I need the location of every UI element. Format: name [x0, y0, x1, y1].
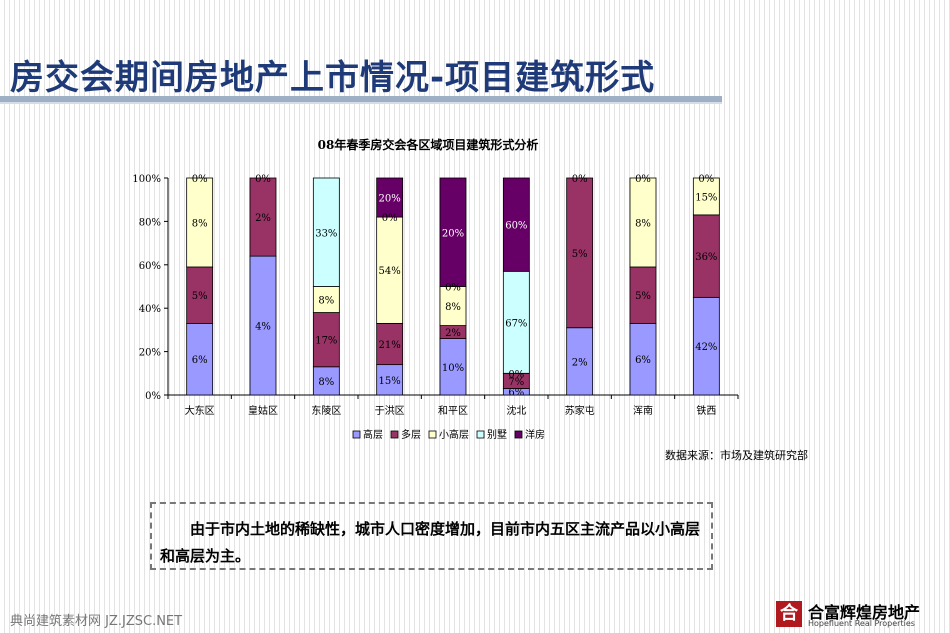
bar-segment — [312, 286, 340, 313]
legend-swatch — [476, 430, 485, 439]
legend-label: 小高层 — [439, 428, 469, 441]
bar-data-label: 20% — [379, 194, 401, 205]
bar-segment — [439, 286, 467, 326]
bar-segment — [629, 177, 657, 268]
bar-data-label: 20% — [442, 228, 464, 239]
bar-segment — [376, 322, 404, 366]
bar-data-label: 6% — [635, 355, 651, 366]
logo-mark-icon: 合 — [776, 601, 802, 627]
bar-data-label: 5% — [572, 249, 588, 260]
x-tick-label: 和平区 — [438, 405, 468, 417]
y-tick-label: 40% — [139, 304, 161, 315]
bar-data-label: 67% — [505, 318, 527, 329]
bar-segment — [186, 322, 214, 396]
logo-name: 合富辉煌房地产 — [808, 603, 921, 622]
x-tick-label: 浑南 — [633, 404, 653, 417]
bar-segment — [312, 366, 340, 396]
bar-data-label: 0% — [508, 369, 524, 380]
x-tick-label: 苏家屯 — [565, 404, 595, 417]
bar-data-label: 8% — [318, 377, 334, 388]
summary-note-box: 由于市内土地的稀缺性，城市人口密度增加，目前市内五区主流产品以小高层和高层为主。 — [150, 502, 713, 570]
stacked-bar-chart: 08年春季房交会各区域项目建筑形式分析 6% 5% 8% 0% 4% 2% 0% 8% 17% 8… — [132, 137, 739, 441]
bar-data-label: 21% — [379, 340, 401, 351]
bar-data-label: 15% — [379, 376, 401, 387]
x-tick-label: 铁西 — [696, 404, 716, 417]
bar-data-label: 42% — [695, 342, 717, 353]
bar-data-label: 6% — [192, 355, 208, 366]
bar-segment — [439, 338, 467, 396]
legend-swatch — [514, 430, 523, 439]
legend-label: 洋房 — [525, 428, 545, 441]
x-tick-label: 皇姑区 — [248, 404, 278, 417]
watermark-text: 典尚建筑素材网 JZ.JZSC.NET — [10, 614, 183, 629]
title-underline — [0, 96, 722, 102]
bar-data-label: 8% — [192, 218, 208, 229]
bar-segment — [312, 177, 340, 287]
legend-label: 别墅 — [487, 429, 507, 441]
legend-swatch — [352, 430, 361, 439]
bar-segment — [629, 266, 657, 324]
bar-data-label: 6% — [508, 388, 524, 399]
bar-data-label: 7% — [508, 377, 524, 388]
legend-swatch — [428, 430, 437, 439]
bar-data-label: 2% — [255, 213, 271, 224]
bar-segment — [376, 216, 404, 324]
title-underline-light — [0, 102, 722, 104]
bar-segment — [249, 177, 277, 257]
bar-segment — [376, 177, 404, 218]
logo-subtitle: Hopefluent Real Properties — [808, 619, 915, 628]
bar-data-label: 8% — [318, 296, 334, 307]
bar-data-label: 60% — [505, 221, 527, 232]
x-tick-label: 大东区 — [185, 404, 215, 417]
bar-data-label: 0% — [572, 174, 588, 185]
bar-segment — [502, 177, 530, 272]
bar-segment — [376, 364, 404, 396]
bar-data-label: 2% — [445, 328, 461, 339]
page-title: 房交会期间房地产上市情况-项目建筑形式 — [10, 58, 656, 98]
bar-data-label: 15% — [695, 192, 717, 203]
y-tick-label: 0% — [145, 391, 161, 402]
bar-segment — [249, 255, 277, 396]
bar-data-label: 0% — [382, 213, 398, 224]
bar-data-label: 10% — [442, 363, 464, 374]
bar-segment — [692, 214, 720, 298]
bar-data-label: 36% — [695, 252, 717, 263]
bar-data-label: 5% — [635, 291, 651, 302]
bar-data-label: 33% — [315, 228, 337, 239]
y-tick-label: 60% — [139, 261, 161, 272]
bar-segment — [629, 322, 657, 396]
bar-data-label: 8% — [445, 302, 461, 313]
summary-note-text: 由于市内土地的稀缺性，城市人口密度增加，目前市内五区主流产品以小高层和高层为主。 — [160, 520, 701, 565]
bar-segment — [312, 312, 340, 368]
bar-data-label: 0% — [255, 174, 271, 185]
y-tick-label: 20% — [139, 348, 161, 359]
bar-segment — [566, 327, 594, 396]
legend-label: 多层 — [401, 428, 421, 441]
x-tick-label: 东陵区 — [311, 404, 341, 417]
bar-data-label: 54% — [379, 266, 401, 277]
y-tick-label: 100% — [132, 174, 161, 185]
bar-segment — [502, 270, 530, 374]
bar-segment — [692, 296, 720, 396]
bar-data-label: 0% — [192, 174, 208, 185]
bar-segment — [186, 177, 214, 268]
bar-data-label: 0% — [445, 283, 461, 294]
bar-data-label: 5% — [192, 291, 208, 302]
bar-data-label: 2% — [572, 357, 588, 368]
bar-data-label: 0% — [635, 174, 651, 185]
bar-segment — [692, 177, 720, 216]
legend-swatch — [390, 430, 399, 439]
legend-label: 高层 — [363, 428, 383, 441]
bar-segment — [439, 177, 467, 287]
x-tick-label: 于洪区 — [375, 405, 405, 417]
chart-title: 08年春季房交会各区域项目建筑形式分析 — [318, 137, 539, 152]
bar-data-label: 0% — [698, 174, 714, 185]
data-source: 数据来源：市场及建筑研究部 — [665, 449, 808, 462]
bar-segment — [566, 177, 594, 329]
y-tick-label: 80% — [139, 217, 161, 228]
bar-data-label: 4% — [255, 322, 271, 333]
bar-data-label: 17% — [315, 336, 337, 347]
x-tick-label: 沈北 — [506, 404, 526, 417]
bar-data-label: 8% — [635, 218, 651, 229]
